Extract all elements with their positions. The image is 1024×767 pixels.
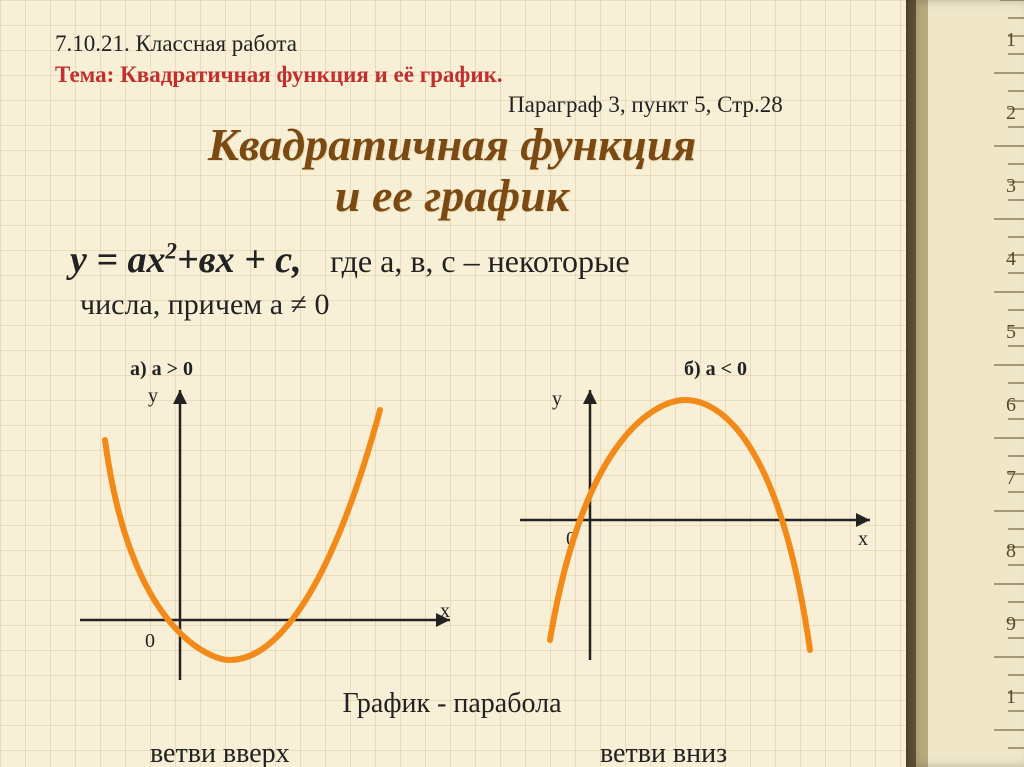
- case-label-a-negative: б) a < 0: [684, 358, 747, 381]
- branches-down-label: ветви вниз: [600, 738, 727, 767]
- formula-ax: ax: [128, 239, 166, 281]
- formula-where: где a, в, c – некоторые: [330, 243, 630, 279]
- date-line: 7.10.21. Классная работа: [55, 28, 503, 59]
- main-title-line2: и ее график: [335, 170, 569, 221]
- header-block: 7.10.21. Классная работа Тема: Квадратич…: [55, 28, 503, 90]
- ruler-numbers: 1 2 3 4 5 6 7 8 9 1: [1006, 30, 1016, 760]
- page: 7.10.21. Классная работа Тема: Квадратич…: [0, 0, 1024, 767]
- paragraph-ref: Параграф 3, пункт 5, Стр.28: [508, 92, 783, 118]
- theme-line: Тема: Квадратичная функция и её график.: [55, 59, 503, 90]
- chart-a-negative: [510, 380, 890, 680]
- branches-up-label: ветви вверх: [150, 738, 290, 767]
- parabola-up: [105, 410, 380, 660]
- formula-y: y =: [70, 239, 128, 281]
- formula-bxc: +вx + c,: [177, 239, 302, 281]
- chart-a-positive: [60, 380, 460, 680]
- graph-caption: График - парабола: [0, 688, 964, 720]
- case-label-a-positive: а) a > 0: [130, 358, 193, 381]
- main-title: Квадратичная функция и ее график: [0, 120, 904, 221]
- ruler-strip: 1 2 3 4 5 6 7 8 9 1: [906, 0, 1024, 767]
- main-title-line1: Квадратичная функция: [208, 119, 696, 170]
- formula: y = ax2+вx + c, где a, в, c – некоторые: [70, 238, 630, 282]
- formula-line2: числа, причем a ≠ 0: [80, 288, 330, 322]
- formula-sq: 2: [166, 238, 177, 263]
